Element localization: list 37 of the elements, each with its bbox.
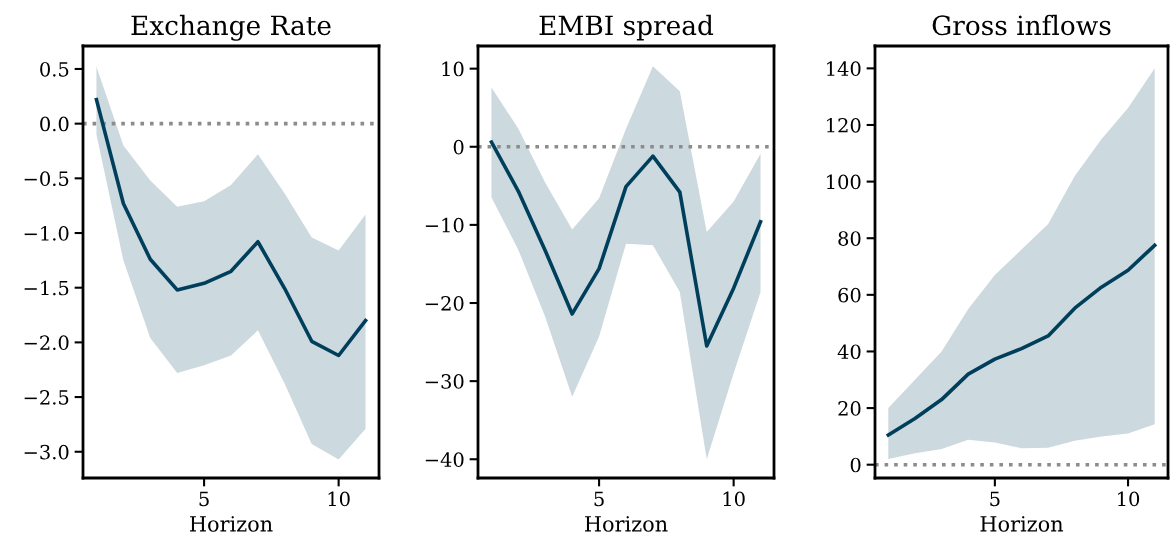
y-tick-label: −1.5 [24, 280, 69, 296]
y-tick-label: 0 [453, 139, 464, 155]
y-tick-label: 0.0 [40, 116, 69, 132]
x-tick-label: 10 [723, 491, 745, 507]
y-tick-label: −3.0 [24, 444, 69, 460]
x-tick-label: 5 [199, 491, 209, 507]
y-tick-label: −30 [425, 374, 464, 389]
y-tick-label: −2.0 [24, 335, 69, 351]
y-tick-label: 10 [442, 61, 464, 77]
y-tick-label: 20 [838, 401, 861, 416]
x-tick-label: 10 [1118, 491, 1140, 507]
x-tick-label: 10 [328, 491, 350, 507]
y-tick-label: −2.5 [24, 390, 69, 405]
y-tick-label: 0.5 [40, 61, 69, 77]
y-tick-label: 140 [827, 61, 861, 77]
x-axis-title: Horizon [585, 516, 668, 532]
y-tick-label: 100 [827, 174, 861, 190]
y-tick-label: 80 [838, 231, 861, 246]
x-axis-title: Horizon [190, 516, 273, 532]
y-tick-label: 60 [838, 287, 861, 303]
y-tick-label: −20 [425, 295, 464, 311]
chart-title: Exchange Rate [131, 14, 331, 41]
chart-title: Gross inflows [932, 14, 1111, 36]
y-tick-label: −1.0 [24, 225, 69, 241]
chart-title: EMBI spread [539, 14, 714, 41]
line-series [886, 243, 1157, 437]
y-tick-label: 40 [837, 344, 861, 360]
y-tick-label: 0 [850, 457, 861, 473]
y-tick-label: −40 [425, 452, 464, 467]
y-tick-label: −10 [425, 217, 464, 233]
y-tick-label: −0.5 [24, 171, 69, 186]
line-series [489, 140, 763, 348]
x-axis-title: Horizon [980, 516, 1064, 532]
line-series [94, 97, 368, 358]
x-tick-label: 5 [990, 491, 1000, 507]
y-tick-label: 120 [827, 117, 861, 133]
x-tick-label: 5 [594, 491, 604, 507]
